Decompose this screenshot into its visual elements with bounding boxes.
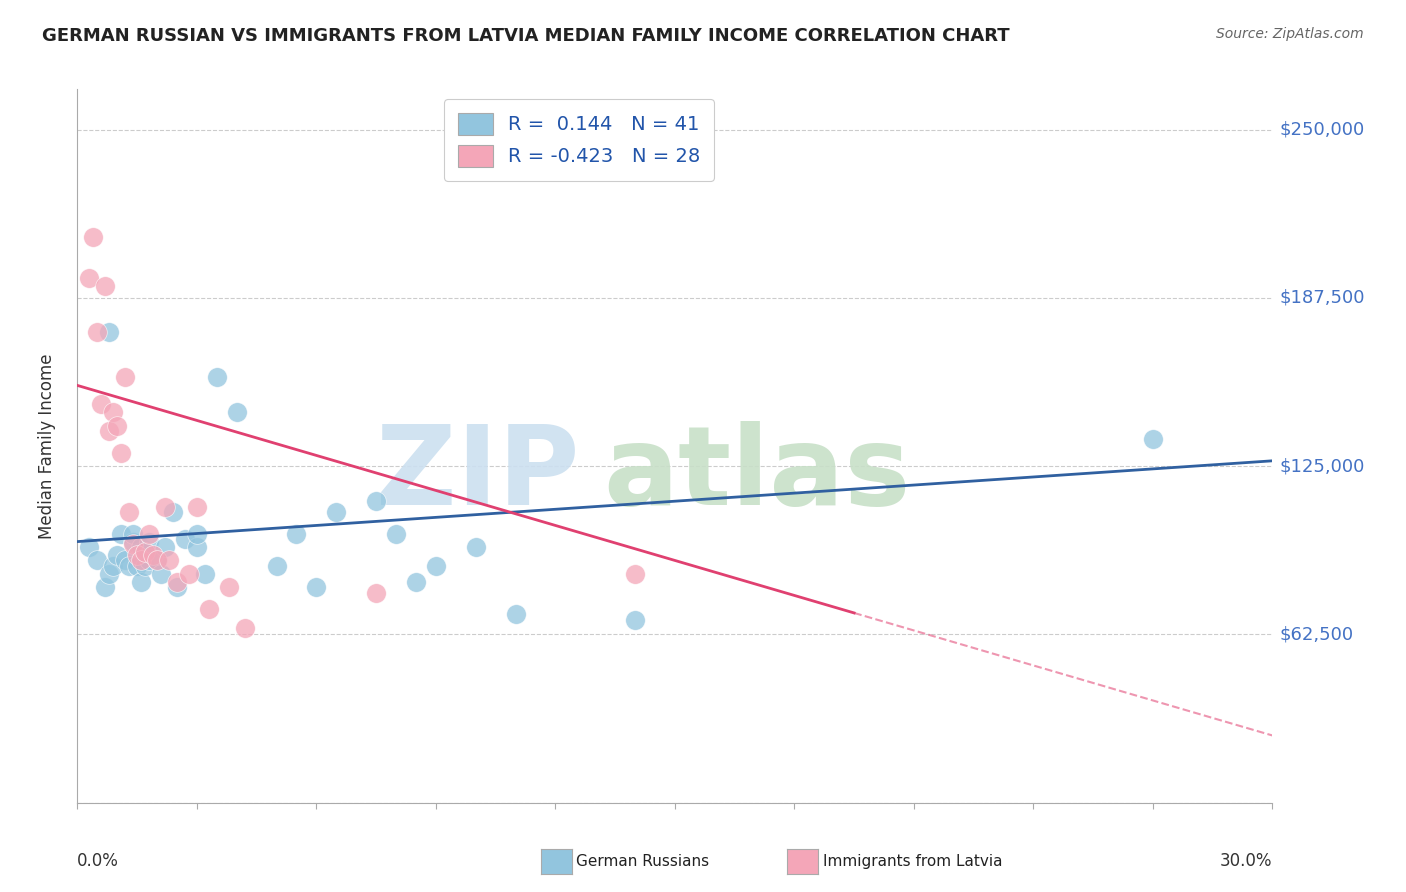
Text: ZIP: ZIP [375,421,579,528]
Point [134,558,156,573]
Point [98,566,121,581]
Point [146,553,169,567]
Legend: R =  0.144   N = 41, R = -0.423   N = 28: R = 0.144 N = 41, R = -0.423 N = 28 [444,99,714,181]
Point [138,534,160,549]
Point [198,602,221,616]
Point [105,418,128,433]
Text: German Russians: German Russians [576,855,710,869]
Point [118,505,141,519]
Point [157,553,180,567]
Point [505,607,527,622]
Point [142,548,165,562]
Point [325,505,347,519]
Point [103,558,124,573]
Point [138,553,160,567]
Point [218,580,240,594]
Point [1142,432,1164,446]
Y-axis label: Median Family Income: Median Family Income [38,353,56,539]
Point [129,540,152,554]
Point [305,580,328,594]
Point [86,553,108,567]
Point [114,553,136,567]
Point [129,574,152,589]
Point [122,537,145,551]
Point [110,446,132,460]
Point [186,526,208,541]
Point [127,548,149,562]
Point [118,558,141,573]
Point [79,270,101,285]
Text: atlas: atlas [603,421,911,528]
Point [405,574,427,589]
Text: 30.0%: 30.0% [1220,852,1272,870]
Point [162,505,184,519]
Point [127,558,149,573]
Point [186,500,208,514]
Point [233,621,256,635]
Point [122,526,145,541]
Point [134,545,156,559]
Point [266,558,288,573]
Point [79,540,101,554]
Point [166,574,188,589]
Point [153,500,176,514]
Text: $187,500: $187,500 [1279,289,1365,307]
Point [114,370,136,384]
Text: $125,000: $125,000 [1279,458,1365,475]
Point [94,580,117,594]
Text: Immigrants from Latvia: Immigrants from Latvia [823,855,1002,869]
Point [225,405,247,419]
Text: $62,500: $62,500 [1279,625,1354,643]
Point [464,540,486,554]
Point [205,370,228,384]
Point [122,534,145,549]
Point [385,526,408,541]
Point [129,553,152,567]
Point [138,526,160,541]
Point [146,553,169,567]
Point [174,532,197,546]
Text: Source: ZipAtlas.com: Source: ZipAtlas.com [1216,27,1364,41]
Point [98,424,121,438]
Point [110,526,132,541]
Point [186,540,208,554]
Text: 0.0%: 0.0% [77,852,120,870]
Point [82,230,104,244]
Text: $250,000: $250,000 [1279,120,1365,138]
Point [105,548,128,562]
Point [166,580,188,594]
Point [153,540,176,554]
Point [285,526,308,541]
Point [425,558,447,573]
Text: GERMAN RUSSIAN VS IMMIGRANTS FROM LATVIA MEDIAN FAMILY INCOME CORRELATION CHART: GERMAN RUSSIAN VS IMMIGRANTS FROM LATVIA… [42,27,1010,45]
Point [94,278,117,293]
Point [98,325,121,339]
Point [366,494,388,508]
Point [86,325,108,339]
Point [366,586,388,600]
Point [194,566,217,581]
Point [90,397,112,411]
Point [103,405,124,419]
Point [177,566,200,581]
Point [150,566,173,581]
Point [624,613,647,627]
Point [624,566,647,581]
